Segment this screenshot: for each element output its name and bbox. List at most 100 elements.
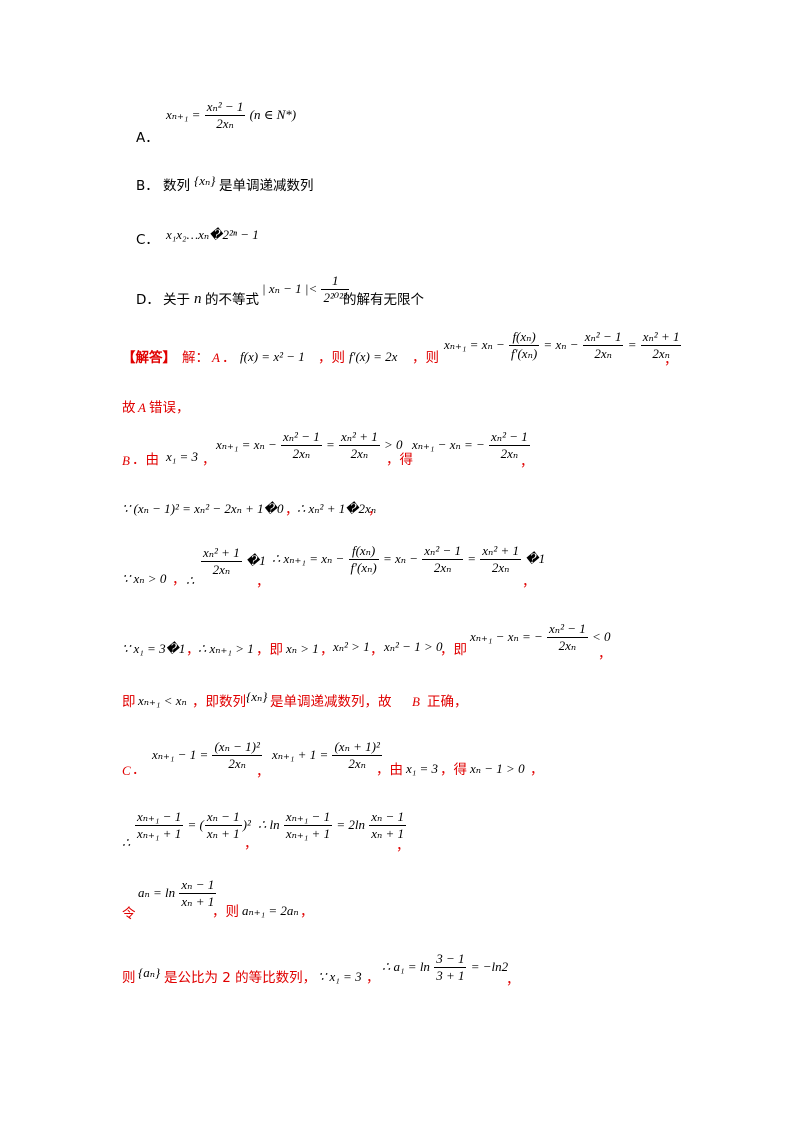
option-d-den: 2²⁰²³ [323, 290, 347, 306]
solution-b-line3-sep: ， [285, 502, 299, 518]
solution-b-line4-frac3: xₙ² + 1 2xₙ [480, 543, 521, 576]
solution-b-line5-frac: xₙ² − 1 2xₙ [547, 621, 588, 654]
solution-c-l4-seq: {aₙ} [138, 965, 161, 980]
solution-c-tail: ， [530, 762, 544, 778]
solution-c-l2-frac4: xₙ − 1 xₙ + 1 [369, 809, 407, 842]
solution-c-l2-tail: ， [396, 838, 410, 854]
solution-b-line5-d: xₙ² > 1 [333, 639, 370, 654]
solution-b-line4-den: 2xₙ [212, 562, 231, 578]
solution-b-line4-den3: 2xₙ [491, 560, 510, 576]
solution-a-eq2: = xₙ − [543, 336, 579, 352]
solution-c-l3-frac: xₙ − 1 xₙ + 1 [179, 877, 217, 910]
solution-a-fprime: f′(x) = 2x [349, 349, 398, 364]
solution-a-comma1: ，则 [318, 350, 345, 366]
solution-b-line5-tail: ， [598, 646, 612, 662]
solution-b-line6-mid: ，即数列 [192, 694, 246, 710]
option-a-lhs: xₙ₊₁ = [166, 106, 201, 122]
solution-b-line1: B ．由 x₁ = 3 ， xₙ₊₁ = xₙ − xₙ² − 1 2xₙ = x… [0, 428, 800, 468]
solution-c-l2-num4: xₙ − 1 [369, 809, 407, 827]
solution-b-line5-sep: ， [186, 642, 200, 658]
solution-c-pos: xₙ − 1 > 0 [470, 761, 525, 776]
option-d-var: n [194, 291, 202, 307]
solution-b-e2-lhs: xₙ₊₁ − xₙ = − [412, 436, 485, 452]
option-d-post: 的解有无限个 [343, 292, 424, 308]
solution-c-l3-ze: ，则 [212, 904, 239, 920]
solution-a-newton-num: f(xₙ) [509, 329, 540, 347]
solution-c-l4-num: 3 − 1 [434, 951, 467, 969]
solution-c-l2-frac3: xₙ₊₁ − 1 xₙ₊₁ + 1 [283, 809, 333, 842]
solution-c-e1-num: (xₙ − 1)² [212, 739, 262, 757]
solution-b-line5-num: xₙ² − 1 [547, 621, 588, 639]
solution-b-line6-var: B [412, 694, 420, 709]
solution-b-line4-num: xₙ² + 1 [201, 545, 242, 563]
solution-c-dot: ． [132, 762, 146, 778]
solution-c-l3-ling: 令 [122, 906, 136, 922]
solution-c-l2-sq: )² [242, 816, 251, 832]
solution-b-line4-frac-group: xₙ² + 1 2xₙ �1 [200, 545, 266, 578]
option-c: C． x₁x₂…xₙ�2²ⁿ − 1 [0, 224, 800, 264]
solution-b-line4-frac2: xₙ² − 1 2xₙ [422, 543, 463, 576]
solution-b-line3: ∵ (xₙ − 1)² = xₙ² − 2xₙ + 1�0 ， ∴ xₙ² + … [0, 498, 800, 538]
solution-b-frac1: xₙ² − 1 2xₙ [281, 429, 322, 462]
solution-b-line5-sep2: ， [320, 642, 334, 658]
option-a-formula: xₙ₊₁ = xₙ² − 1 2xₙ (n ∈ N*) [166, 99, 296, 132]
solution-c-label: C [122, 763, 131, 778]
solution-c-l3-den: xₙ + 1 [181, 894, 215, 910]
solution-c-e2-frac: (xₙ + 1)² 2xₙ [332, 739, 382, 772]
option-c-formula: x₁x₂…xₙ�2²ⁿ − 1 [166, 227, 259, 242]
solution-c-l4-tail: ， [506, 972, 520, 988]
solution-b-line4-sep: ， [172, 572, 186, 588]
solution-c-e1-frac: (xₙ − 1)² 2xₙ [212, 739, 262, 772]
option-d: D． 关于 n 的不等式 | xₙ − 1 |< 1 2²⁰²³ 的解有无限个 [0, 273, 800, 314]
option-a-label: A． [136, 130, 159, 146]
solution-a-newton: xₙ₊₁ = xₙ − f(xₙ) f′(xₙ) = xₙ − xₙ² − 1 2x… [444, 329, 682, 362]
solution-a-comma2: ，则 [412, 350, 439, 366]
option-d-inequality: | xₙ − 1 |< 1 2²⁰²³ [262, 273, 350, 306]
solution-c-l3-b: aₙ₊₁ = 2aₙ [242, 903, 299, 918]
option-b-label: B． [136, 178, 159, 194]
solution-a-conclusion-pre: 故 [122, 400, 136, 416]
solution-c-l2-num2: xₙ − 1 [204, 809, 242, 827]
solution-a-frac3: xₙ² + 1 2xₙ [640, 329, 682, 362]
solution-c-l2-therefore: ∴ [122, 835, 131, 850]
solution-b-line4-sep2: ， [256, 574, 270, 590]
solution-c-l2-eq2: = 2ln [336, 816, 365, 832]
solution-c-l2-expr2: ∴ ln xₙ₊₁ − 1 xₙ₊₁ + 1 = 2ln xₙ − 1 xₙ + 1 [258, 809, 407, 842]
solution-a-newton-frac: f(xₙ) f′(xₙ) [509, 329, 540, 362]
solution-c-l3-tail: ， [300, 904, 314, 920]
option-d-fraction: 1 2²⁰²³ [321, 273, 349, 306]
option-a: xₙ₊₁ = xₙ² − 1 2xₙ (n ∈ N*) A． [0, 96, 800, 144]
solution-b-label: B [122, 453, 130, 468]
solution-c-l4-b: ∵ x₁ = 3 [318, 969, 362, 984]
solution-c-l2-den3: xₙ₊₁ + 1 [285, 826, 331, 842]
solution-b-tail: ， [520, 454, 534, 470]
solution-b-line6-ji: 即 [122, 694, 136, 710]
solution-c-e2: xₙ₊₁ + 1 = (xₙ + 1)² 2xₙ [272, 739, 383, 772]
option-c-label: C． [136, 232, 159, 248]
solution-b-line5: ∵ x₁ = 3�1 ， ∴ xₙ₊₁ > 1 ，即 xₙ > 1 ， xₙ² … [0, 621, 800, 662]
solution-b-line4-eq2: = [467, 550, 477, 566]
solution-c-l4-ze: 则 [122, 970, 136, 986]
solution-b-den1b: 2xₙ [350, 446, 369, 462]
solution-c-l2-sep: ， [244, 836, 258, 852]
option-a-num: xₙ² − 1 [204, 99, 246, 117]
solution-c-sep1: ， [256, 764, 270, 780]
solution-a-newton-den: f′(xₙ) [511, 346, 538, 362]
solution-c-l2-b: ∴ ln [258, 816, 280, 832]
solution-b-line4-ge: �1 [245, 552, 266, 568]
solution-b-e1: xₙ₊₁ = xₙ − xₙ² − 1 2xₙ = xₙ² + 1 2xₙ > 0 [216, 429, 403, 462]
solution-b-line5-ji2: ，即 [440, 642, 467, 658]
solution-c-e1: xₙ₊₁ − 1 = (xₙ − 1)² 2xₙ [152, 739, 263, 772]
solution-tag: 【解答】 [122, 350, 176, 366]
solution-b-line4-num3: xₙ² + 1 [480, 543, 521, 561]
solution-a-num3: xₙ² + 1 [640, 329, 682, 347]
solution-c-e1-lhs: xₙ₊₁ − 1 = [152, 746, 209, 762]
option-d-mid: 的不等式 [205, 292, 259, 308]
solution-c-line4: 则 {aₙ} 是公比为 2 的等比数列， ∵ x₁ = 3 ， ∴ a₁ = l… [0, 951, 800, 992]
solution-c-you: ，由 [376, 762, 403, 778]
solution-b-line4: ∵ xₙ > 0 ， ∴ xₙ² + 1 2xₙ �1 ， ∴ xₙ₊₁ = xₙ… [0, 542, 800, 588]
solution-b-line4-therefore: ∴ [186, 573, 195, 588]
solution-c-l2-num3: xₙ₊₁ − 1 [283, 809, 333, 827]
solution-b-line4-fden: f′(xₙ) [350, 560, 377, 576]
